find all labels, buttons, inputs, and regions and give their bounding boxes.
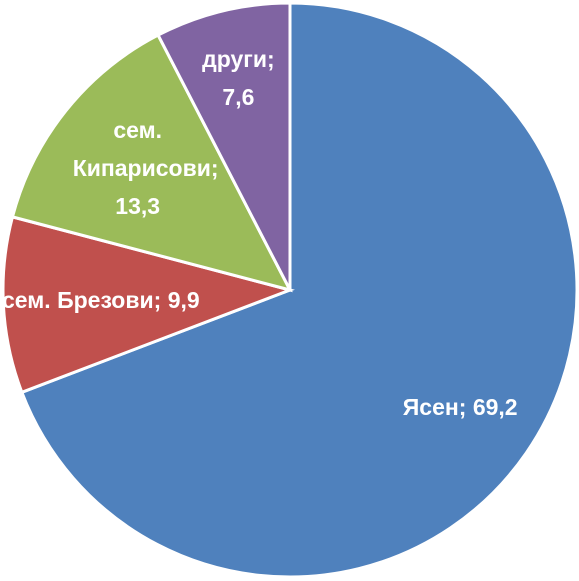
category-label: Ясен;: [402, 394, 467, 421]
pie-slice: [1, 215, 295, 395]
category-label: други;: [202, 46, 275, 73]
pie-slice: [10, 33, 293, 293]
slice-label: сем. Кипарисови; 13,3: [73, 111, 219, 225]
slice-label: Ясен; 69,2: [330, 388, 579, 426]
value-label: 69,2: [472, 394, 518, 421]
slice-label: други; 7,6: [193, 40, 283, 116]
category-label: сем. Брезови;: [2, 287, 162, 314]
value-label: 9,9: [167, 287, 200, 314]
value-label: 7,6: [222, 84, 255, 111]
pie-slice: [19, 1, 579, 579]
pie-slice: [156, 1, 292, 291]
value-label: 13,3: [115, 192, 161, 219]
category-label: сем. Кипарисови;: [72, 116, 219, 181]
slice-label: сем. Брезови; 9,9: [1, 281, 201, 319]
